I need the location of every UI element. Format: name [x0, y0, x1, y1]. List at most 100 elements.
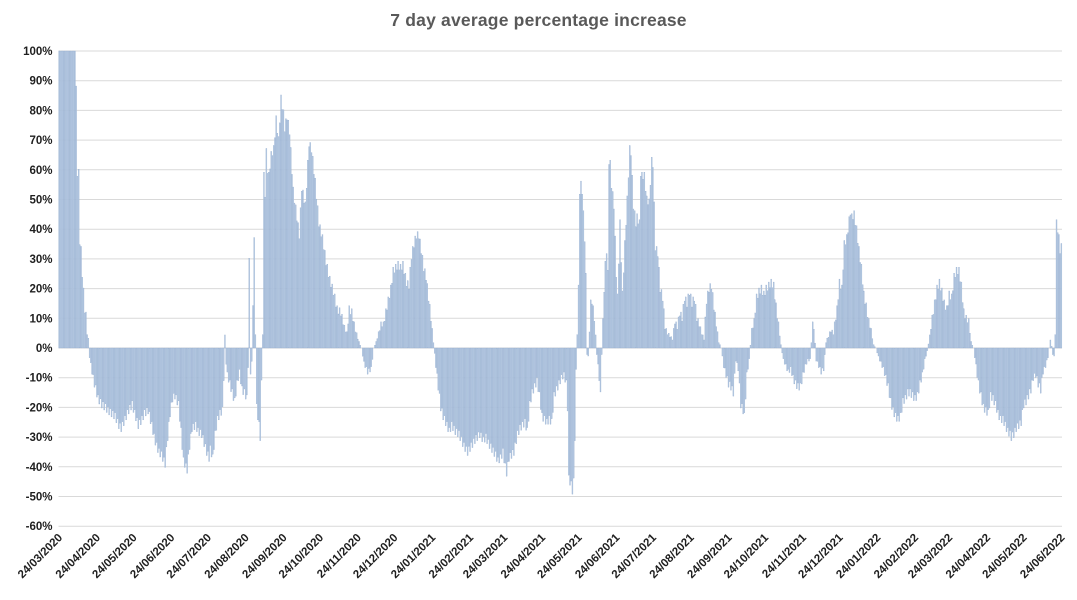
- bar: [974, 347, 976, 358]
- bar: [282, 109, 285, 349]
- bar: [894, 347, 897, 413]
- bar: [838, 278, 841, 349]
- bar: [898, 347, 900, 422]
- bar: [919, 347, 921, 381]
- bar: [983, 347, 986, 413]
- bar: [535, 347, 537, 388]
- bar: [1018, 347, 1020, 429]
- bar: [270, 151, 272, 349]
- bar: [297, 222, 299, 349]
- bar: [431, 328, 433, 349]
- bar: [114, 347, 116, 413]
- bar: [729, 347, 731, 382]
- bar: [693, 300, 696, 349]
- bar: [986, 347, 988, 416]
- bar: [953, 273, 955, 349]
- bar: [760, 284, 763, 349]
- bar: [484, 347, 486, 443]
- bar: [563, 347, 565, 373]
- bar: [394, 264, 397, 349]
- bar: [918, 347, 920, 394]
- bar: [345, 331, 347, 349]
- bar: [458, 347, 460, 431]
- bar: [620, 262, 622, 349]
- bar: [642, 179, 644, 349]
- bar: [954, 277, 956, 349]
- bar: [951, 293, 953, 349]
- y-tick-label: 70%: [29, 135, 52, 147]
- bar: [940, 290, 942, 349]
- bar: [607, 270, 609, 349]
- bar: [416, 231, 419, 349]
- bar: [870, 328, 872, 349]
- bar: [713, 309, 715, 349]
- bar: [709, 283, 711, 349]
- bar: [210, 347, 213, 458]
- bar: [353, 321, 355, 349]
- bar: [325, 265, 327, 349]
- bar: [236, 347, 238, 381]
- bar: [470, 347, 472, 443]
- bar: [441, 347, 443, 409]
- bar: [215, 347, 218, 431]
- bar: [410, 259, 413, 349]
- bar: [737, 347, 739, 372]
- bar: [730, 347, 732, 391]
- bar: [438, 347, 441, 394]
- bar: [668, 333, 670, 349]
- bar: [291, 174, 293, 349]
- bar: [682, 304, 685, 349]
- bar: [744, 347, 747, 400]
- bar: [581, 193, 583, 349]
- bar: [314, 177, 316, 349]
- bar: [476, 347, 478, 441]
- bar: [755, 293, 758, 349]
- bar: [943, 299, 945, 349]
- bar: [840, 289, 842, 349]
- bar: [725, 347, 727, 378]
- bar: [543, 347, 546, 416]
- bar: [594, 334, 597, 349]
- bar: [381, 326, 383, 349]
- bar: [219, 347, 221, 410]
- bar: [566, 347, 569, 412]
- bar: [710, 289, 713, 349]
- bar: [241, 347, 243, 387]
- bar: [747, 347, 749, 370]
- bar: [609, 160, 611, 349]
- bar: [852, 219, 854, 349]
- bar: [979, 347, 981, 394]
- bar: [375, 341, 377, 349]
- bar: [198, 347, 200, 436]
- bar: [125, 347, 127, 421]
- bar: [627, 177, 630, 349]
- bar: [968, 318, 970, 349]
- bar: [990, 347, 992, 393]
- bar: [1051, 346, 1053, 349]
- bar: [93, 347, 96, 388]
- bar: [238, 347, 241, 370]
- bar: [437, 347, 439, 391]
- bar: [191, 347, 193, 432]
- bar: [329, 275, 331, 349]
- bar: [847, 232, 849, 349]
- bar: [996, 347, 998, 413]
- bar: [109, 347, 111, 409]
- bar: [763, 290, 765, 349]
- bar: [462, 347, 464, 447]
- bar: [916, 347, 919, 393]
- bar: [859, 262, 861, 349]
- bar: [281, 109, 283, 349]
- bar: [788, 347, 791, 373]
- bar: [887, 347, 889, 384]
- bar: [487, 347, 489, 440]
- bar: [896, 347, 898, 422]
- bar: [223, 347, 225, 381]
- bar: [405, 286, 408, 349]
- bar: [631, 174, 633, 349]
- bar: [542, 347, 544, 422]
- bar: [665, 328, 667, 349]
- bar: [197, 347, 199, 428]
- bar: [154, 347, 157, 446]
- bar: [391, 283, 393, 349]
